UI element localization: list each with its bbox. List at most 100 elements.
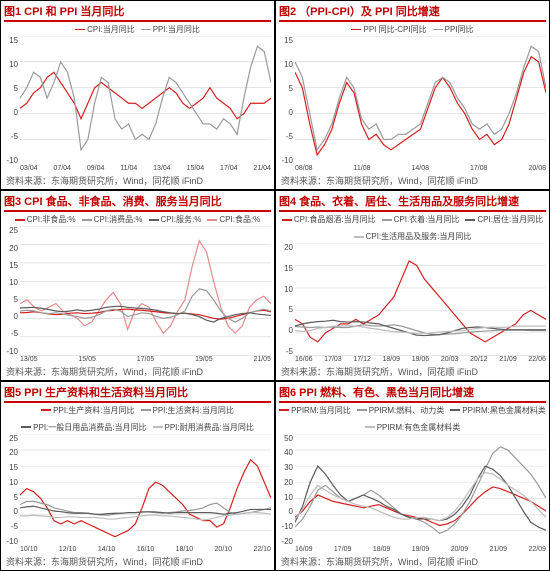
x-tick-label: 14/10 bbox=[98, 546, 116, 553]
legend-item: CPI:服务:% bbox=[149, 214, 202, 225]
y-tick-label: 10 bbox=[279, 60, 293, 69]
legend-swatch bbox=[15, 219, 25, 221]
x-tick-label: 21/09 bbox=[499, 356, 517, 363]
y-tick-label: 5 bbox=[4, 84, 18, 93]
x-tick-label: 21/09 bbox=[490, 546, 508, 553]
legend-item: PPI:一般日用品消费品:当月同比 bbox=[21, 422, 146, 433]
legend-item: PPIRM:当月同比 bbox=[279, 405, 351, 416]
legend-label: PPIRM:有色金属材料类 bbox=[377, 422, 461, 433]
x-tick-label: 21/04 bbox=[253, 165, 271, 172]
legend-label: CPI:生活用品及服务:当月同比 bbox=[366, 231, 472, 242]
x-axis: 10/1012/1014/1016/1018/1020/1022/10 bbox=[4, 546, 271, 553]
x-tick-label: 15/04 bbox=[187, 165, 205, 172]
legend-swatch bbox=[365, 426, 375, 428]
y-tick-label: 0 bbox=[279, 108, 293, 117]
y-tick-label: -5 bbox=[4, 522, 18, 531]
y-tick-label: -10 bbox=[4, 537, 18, 546]
y-tick-label: 0 bbox=[4, 507, 18, 516]
y-tick-label: 5 bbox=[4, 493, 18, 502]
legend-swatch bbox=[153, 426, 163, 428]
source-text: 资料来源：东海期货研究所，Wind，同花顺 iFinD bbox=[4, 363, 271, 378]
x-tick-label: 18/10 bbox=[176, 546, 194, 553]
y-tick-label: -5 bbox=[4, 329, 18, 338]
legend-item: CPI:生活用品及服务:当月同比 bbox=[354, 231, 472, 242]
y-tick-label: 10 bbox=[4, 478, 18, 487]
panel-5: 图5 PPI 生产资料和生活资料当月同比PPI:生产资料:当月同比PPI:生活资… bbox=[0, 381, 275, 571]
x-tick-label: 22/09 bbox=[528, 546, 546, 553]
legend-label: PPI:当月同比 bbox=[153, 24, 200, 35]
x-tick-label: 15/05 bbox=[78, 356, 96, 363]
y-tick-label: 15 bbox=[279, 36, 293, 45]
y-tick-label: 10 bbox=[4, 278, 18, 287]
x-tick-label: 20/03 bbox=[441, 356, 459, 363]
legend-swatch bbox=[82, 219, 92, 221]
panel-6: 图6 PPI 燃料、有色、黑色当月同比增速 PPIRM:当月同比 PPIRM:燃料、… bbox=[275, 381, 550, 571]
legend-swatch bbox=[450, 409, 460, 411]
x-tick-label: 20/09 bbox=[451, 546, 469, 553]
legend-swatch bbox=[354, 236, 364, 238]
y-tick-label: 0 bbox=[279, 326, 293, 335]
x-tick-label: 19/05 bbox=[195, 356, 213, 363]
x-tick-label: 22/10 bbox=[253, 546, 271, 553]
legend-swatch bbox=[282, 219, 292, 221]
y-tick-label: 25 bbox=[4, 226, 18, 235]
legend: CPI:非食品:%CPI:消费品:%CPI:服务:%CPI:食品:% bbox=[4, 213, 271, 226]
source-text: 资料来源：东海期货研究所，Wind，同花顺 iFinD bbox=[279, 363, 546, 378]
chart-grid: 图1 CPI 和 PPI 当月同比 CPI:当月同比 PPI:当月同比 15 10 5 0 -… bbox=[0, 0, 550, 571]
panel-3: 图3 CPI 食品、非食品、消费、服务当月同比 CPI:非食品:%CPI:消费品:… bbox=[0, 190, 275, 380]
x-tick-label: 16/09 bbox=[295, 546, 313, 553]
legend-item: PPI:生产资料:当月同比 bbox=[41, 405, 134, 416]
legend-swatch bbox=[357, 409, 367, 411]
x-axis: 03/0407/0409/0411/0413/0415/0417/0421/04 bbox=[4, 165, 271, 172]
legend-item: PPIRM:黑色金属材料类 bbox=[450, 405, 546, 416]
panel-4: 图4 食品、衣着、居住、生活用品及服务同比增速CPI:食品烟酒:当月同比CPI:… bbox=[275, 190, 550, 380]
chart-title: 图1 CPI 和 PPI 当月同比 bbox=[4, 3, 271, 19]
legend-label: PPIRM:燃料、动力类 bbox=[369, 405, 445, 416]
x-tick-label: 09/04 bbox=[87, 165, 105, 172]
legend-swatch bbox=[207, 219, 217, 221]
x-tick-label: 19/09 bbox=[412, 546, 430, 553]
x-tick-label: 18/09 bbox=[373, 546, 391, 553]
y-tick-label: 10 bbox=[4, 60, 18, 69]
x-tick-label: 11/08 bbox=[354, 165, 371, 172]
legend-swatch bbox=[141, 29, 151, 31]
x-tick-label: 20/12 bbox=[470, 356, 488, 363]
legend-label: PPI:耐用消费品:当月同比 bbox=[165, 422, 254, 433]
x-tick-label: 22/06 bbox=[528, 356, 546, 363]
x-tick-label: 20/08 bbox=[528, 165, 546, 172]
chart-title: 图6 PPI 燃料、有色、黑色当月同比增速 bbox=[279, 384, 546, 400]
y-axis: 50403020100-10-20 bbox=[279, 434, 295, 546]
legend: CPI:食品烟酒:当月同比CPI:衣着:当月同比CPI:居住:当月同比CPI:生… bbox=[279, 213, 546, 243]
y-tick-label: 30 bbox=[279, 463, 293, 472]
legend-swatch bbox=[465, 219, 475, 221]
y-tick-label: 40 bbox=[279, 448, 293, 457]
y-tick-label: -10 bbox=[279, 522, 293, 531]
source-text: 资料来源：东海期货研究所，Wind，同花顺 iFinD bbox=[279, 172, 546, 187]
legend-label: PPI:生活资料:当月同比 bbox=[153, 405, 234, 416]
y-axis: 20151050-5 bbox=[279, 243, 295, 355]
y-tick-label: 20 bbox=[4, 448, 18, 457]
y-tick-label: 25 bbox=[4, 434, 18, 443]
legend: PPI 同比-CPI同比PPI同比 bbox=[279, 23, 546, 36]
legend-item: CPI:居住:当月同比 bbox=[465, 214, 543, 225]
y-tick-label: 15 bbox=[4, 261, 18, 270]
x-tick-label: 16/10 bbox=[137, 546, 155, 553]
y-tick-label: 20 bbox=[279, 243, 293, 252]
y-tick-label: 0 bbox=[4, 108, 18, 117]
legend-label: CPI:衣着:当月同比 bbox=[394, 214, 460, 225]
y-tick-label: 5 bbox=[4, 295, 18, 304]
source-text: 资料来源：东海期货研究所，Wind，同花顺 iFinD bbox=[4, 172, 271, 187]
x-axis: 08/0811/0814/0817/0820/08 bbox=[279, 165, 546, 172]
legend-item: PPI:生活资料:当月同比 bbox=[141, 405, 234, 416]
chart-title: 图3 CPI 食品、非食品、消费、服务当月同比 bbox=[4, 193, 271, 209]
legend-label: CPI:当月同比 bbox=[87, 24, 135, 35]
legend-item: PPI 同比-CPI同比 bbox=[351, 24, 426, 35]
x-tick-label: 12/10 bbox=[59, 546, 77, 553]
legend-label: PPI:一般日用品消费品:当月同比 bbox=[33, 422, 146, 433]
plot-area bbox=[295, 36, 546, 165]
x-tick-label: 17/03 bbox=[324, 356, 342, 363]
plot-area bbox=[20, 36, 271, 165]
x-tick-label: 17/08 bbox=[470, 165, 488, 172]
y-tick-label: -10 bbox=[4, 347, 18, 356]
y-tick-label: -5 bbox=[4, 132, 18, 141]
